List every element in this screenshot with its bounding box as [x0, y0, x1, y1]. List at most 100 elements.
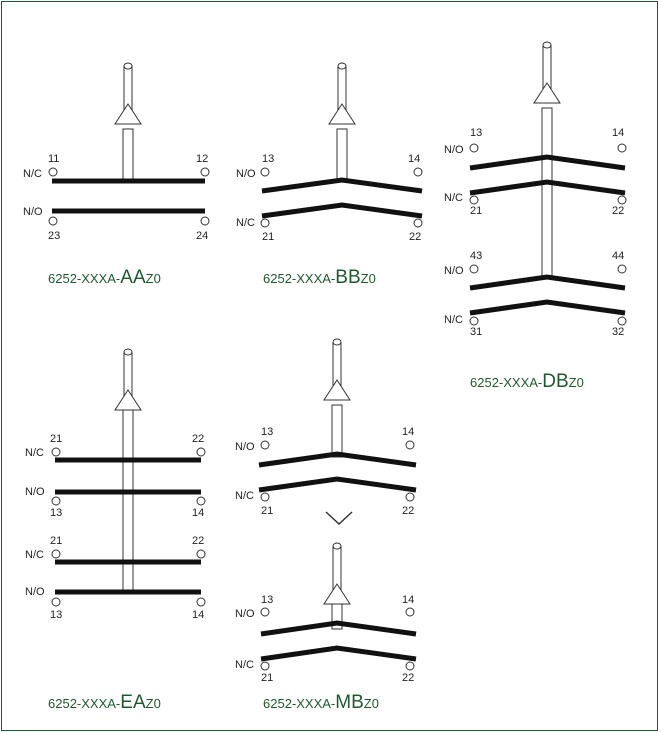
- terminal-icon: [260, 440, 270, 450]
- terminal-icon: [51, 549, 61, 559]
- contact-type-label: N/O: [236, 168, 256, 180]
- contact-bar: [258, 476, 417, 493]
- terminal-number: 22: [612, 205, 624, 217]
- terminal-number: 12: [196, 153, 208, 165]
- terminal-icon: [469, 143, 479, 153]
- terminal-icon: [200, 216, 210, 226]
- terminal-number: 14: [192, 609, 204, 621]
- contact-bar: [260, 620, 417, 637]
- terminal-number: 14: [402, 426, 414, 438]
- diagram-aa: 11 12 N/C N/O 23 24 6252-XXXA-AAZ0: [23, 62, 210, 288]
- terminal-icon: [413, 167, 423, 177]
- terminal-icon: [413, 218, 423, 228]
- contact-bar: [261, 202, 423, 219]
- terminal-number: 31: [470, 326, 482, 338]
- terminal-icon: [260, 661, 270, 671]
- terminal-icon: [260, 607, 270, 617]
- terminal-number: 13: [261, 426, 273, 438]
- contact-bar: [261, 177, 423, 194]
- contact-bar: [469, 154, 626, 171]
- contact-type-label: N/O: [25, 486, 45, 498]
- terminal-number: 21: [50, 535, 62, 547]
- terminal-icon: [405, 440, 415, 450]
- contact-type-label: N/C: [235, 490, 254, 502]
- terminal-number: 22: [192, 535, 204, 547]
- plunger-icon: [533, 41, 561, 104]
- diagram-title: 6252-XXXA-MBZ0: [263, 692, 379, 713]
- diagram-mb: 13 14 N/O N/C 21 22 13 14 N/O N/C 21 22 …: [235, 338, 417, 713]
- terminal-number: 21: [261, 505, 273, 517]
- terminal-icon: [469, 264, 479, 274]
- terminal-icon: [51, 447, 61, 457]
- diagram-title: 6252-XXXA-EAZ0: [48, 692, 161, 713]
- terminal-icon: [260, 167, 270, 177]
- terminal-icon: [196, 496, 206, 506]
- terminal-icon: [196, 549, 206, 559]
- contact-type-label: N/O: [444, 265, 464, 277]
- terminal-icon: [469, 316, 479, 326]
- contact-type-label: N/C: [444, 314, 463, 326]
- terminal-number: 13: [50, 609, 62, 621]
- terminal-number: 14: [408, 153, 420, 165]
- terminal-icon: [48, 216, 58, 226]
- terminal-number: 22: [402, 672, 414, 684]
- contact-type-label: N/C: [444, 192, 463, 204]
- contact-bar: [258, 451, 417, 468]
- terminal-number: 21: [261, 672, 273, 684]
- terminal-number: 14: [402, 594, 414, 606]
- contact-type-label: N/O: [235, 441, 255, 453]
- terminal-number: 44: [612, 250, 624, 262]
- contact-bar: [260, 645, 417, 662]
- contact-type-label: N/C: [25, 549, 44, 561]
- terminal-icon: [617, 143, 627, 153]
- diagram-title: 6252-XXXA-BBZ0: [263, 267, 376, 288]
- plunger-icon: [328, 62, 356, 125]
- contact-type-label: N/C: [236, 217, 255, 229]
- terminal-number: 14: [192, 507, 204, 519]
- contact-bar: [469, 274, 626, 291]
- contact-bar: [469, 299, 626, 316]
- terminal-number: 22: [402, 505, 414, 517]
- diagram-ea: 21 22 N/C N/O 13 14 21 22 N/C N/O 13 14 …: [25, 348, 206, 713]
- terminal-number: 22: [192, 433, 204, 445]
- terminal-number: 13: [50, 507, 62, 519]
- actuator-stem: [541, 107, 553, 279]
- diagram-bb: 13 14 N/O N/C 21 22 6252-XXXA-BBZ0: [236, 62, 423, 288]
- terminal-number: 23: [48, 230, 60, 242]
- contact-type-label: N/O: [25, 586, 45, 598]
- terminal-icon: [51, 597, 61, 607]
- terminal-icon: [196, 597, 206, 607]
- terminal-icon: [617, 316, 627, 326]
- contact-type-label: N/O: [235, 608, 255, 620]
- terminal-icon: [405, 492, 415, 502]
- diagram-title: 6252-XXXA-DBZ0: [470, 371, 584, 392]
- terminal-number: 11: [48, 153, 59, 165]
- terminal-icon: [196, 447, 206, 457]
- terminal-icon: [617, 195, 627, 205]
- plunger-icon: [114, 62, 142, 125]
- terminal-number: 13: [262, 153, 274, 165]
- terminal-number: 22: [409, 231, 421, 243]
- terminal-icon: [260, 492, 270, 502]
- actuator-stem: [336, 128, 348, 183]
- terminal-number: 43: [470, 250, 482, 262]
- terminal-icon: [469, 195, 479, 205]
- terminal-icon: [51, 496, 61, 506]
- terminal-number: 32: [612, 326, 624, 338]
- actuator-stem: [331, 404, 343, 458]
- plunger-icon: [114, 348, 142, 411]
- actuator-stem: [122, 128, 134, 182]
- terminal-number: 21: [50, 433, 62, 445]
- contact-bar: [469, 179, 626, 196]
- contact-type-label: N/O: [444, 144, 464, 156]
- terminal-number: 13: [470, 127, 482, 139]
- terminal-number: 14: [612, 127, 624, 139]
- terminal-icon: [260, 218, 270, 228]
- plunger-icon: [323, 338, 351, 401]
- terminal-icon: [200, 167, 210, 177]
- plunger-icon: [323, 542, 351, 605]
- actuator-stem: [122, 409, 134, 593]
- contact-type-label: N/O: [23, 206, 43, 218]
- terminal-number: 24: [196, 230, 208, 242]
